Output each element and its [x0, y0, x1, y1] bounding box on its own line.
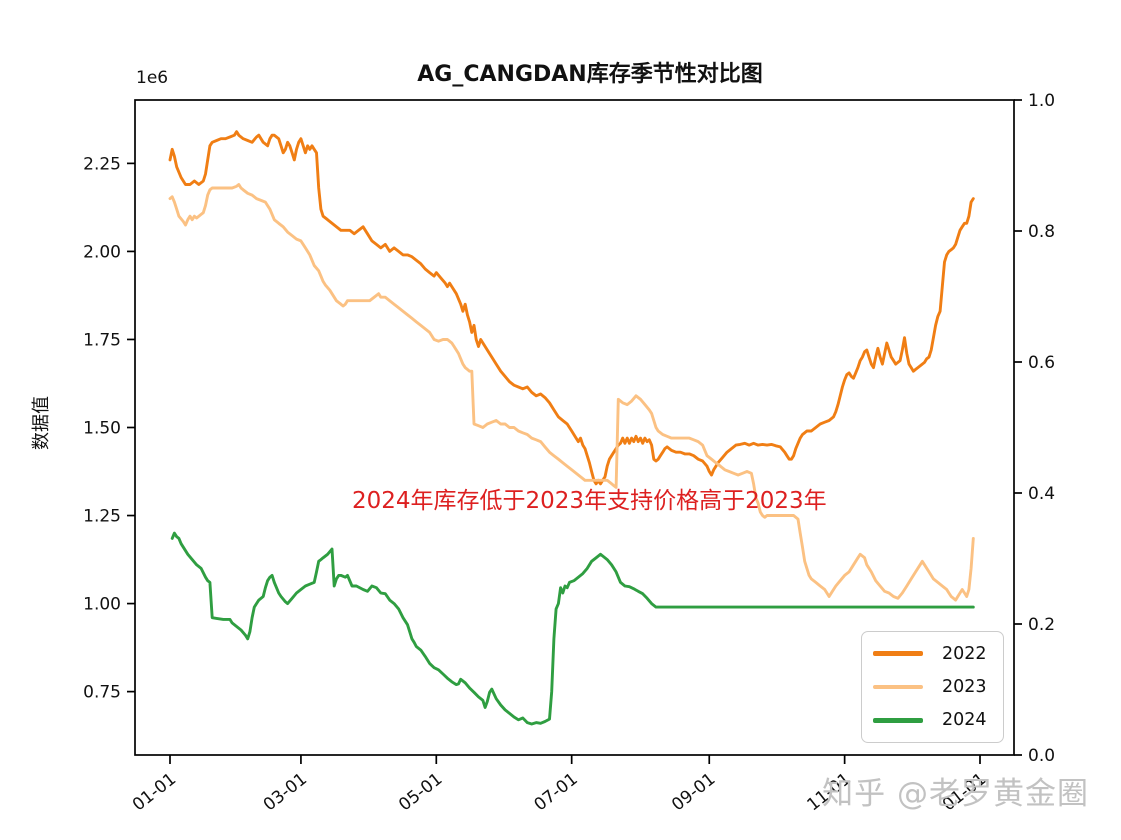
x-tick-label: 07-01 — [531, 769, 582, 815]
legend-swatch-2024 — [873, 718, 923, 723]
series-line-2024 — [170, 531, 975, 726]
left-tick-label: 2.00 — [83, 242, 121, 262]
right-tick-label: 0.0 — [1028, 746, 1055, 766]
legend-label-2023: 2023 — [942, 676, 987, 697]
right-tick-label: 0.6 — [1028, 353, 1055, 373]
series-line-2023 — [168, 183, 975, 602]
legend-entry-2022: 2022 — [862, 644, 1003, 664]
right-tick-label: 0.4 — [1028, 484, 1055, 504]
legend-entry-2023: 2023 — [862, 677, 1003, 697]
right-tick-label: 1.0 — [1028, 91, 1055, 111]
left-tick-label: 1.25 — [83, 507, 121, 527]
chart-title: AG_CANGDAN库存季节性对比图 — [417, 62, 763, 87]
x-tick-label: 01-01 — [129, 769, 180, 815]
left-tick-label: 2.25 — [83, 154, 121, 174]
watermark: 知乎 @老罗黄金圈 — [822, 776, 1089, 812]
x-tick-label: 09-01 — [668, 769, 719, 815]
left-tick-label: 1.50 — [83, 419, 121, 439]
left-tick-label: 1.75 — [83, 330, 121, 350]
legend-entry-2024: 2024 — [862, 710, 1003, 730]
y-axis-label: 数据值 — [31, 396, 52, 450]
annotation-text: 2024年库存低于2023年支持价格高于2023年 — [352, 488, 827, 514]
axis-offset-text: 1e6 — [136, 68, 169, 88]
legend-swatch-2022 — [873, 651, 923, 656]
legend: 2022 2023 2024 — [861, 631, 1004, 743]
x-tick-label: 05-01 — [395, 769, 446, 815]
legend-label-2022: 2022 — [942, 643, 987, 664]
series-line-2022 — [168, 130, 975, 486]
x-tick-label: 03-01 — [260, 769, 311, 815]
left-tick-label: 1.00 — [83, 595, 121, 615]
legend-label-2024: 2024 — [942, 710, 987, 731]
right-tick-label: 0.2 — [1028, 615, 1055, 635]
right-tick-label: 0.8 — [1028, 222, 1055, 242]
legend-swatch-2023 — [873, 684, 923, 690]
left-tick-label: 0.75 — [83, 683, 121, 703]
